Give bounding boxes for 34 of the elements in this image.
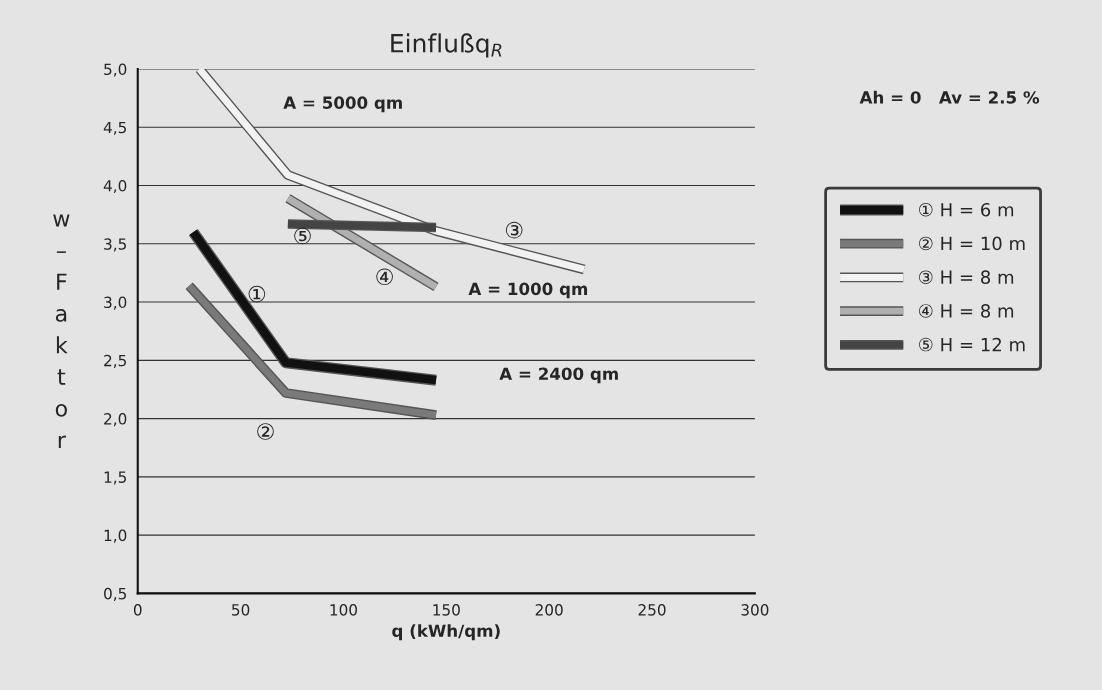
- legend-label: ⑤ H = 12 m: [919, 337, 1025, 352]
- annotation: A = 5000 qm: [283, 96, 402, 113]
- y-tick-label: 3,0: [104, 296, 127, 310]
- x-tick-label: 200: [535, 604, 563, 616]
- x-tick-label: 150: [433, 604, 460, 616]
- annotation: A = 1000 qm: [468, 282, 588, 299]
- legend-label: ④ H = 8 m: [919, 304, 1014, 318]
- legend-label: ③ H = 8 m: [919, 270, 1014, 284]
- y-tick-label: 2,5: [104, 354, 126, 368]
- y-tick-label: 5,0: [104, 63, 127, 77]
- legend-label: ① H = 6 m: [919, 202, 1014, 217]
- x-tick-label: 100: [330, 604, 358, 616]
- annotation: ②: [257, 423, 274, 440]
- annotation: ⑤: [294, 227, 311, 245]
- y-tick-label: 1,0: [104, 529, 127, 543]
- legend-label: ② H = 10 m: [919, 236, 1025, 251]
- x-axis-title: q (kWh/qm): [392, 624, 500, 641]
- annotation: A = 2400 qm: [499, 367, 618, 384]
- y-tick-label: 4,5: [103, 121, 126, 135]
- y-tick-label: 3,5: [104, 238, 126, 252]
- annotation: ③: [505, 221, 523, 239]
- x-tick-label: 50: [232, 604, 250, 616]
- annotation: ④: [376, 268, 393, 286]
- y-tick-label: 1,5: [104, 471, 126, 485]
- annotation: ①: [248, 285, 266, 303]
- y-axis-title: w – Faktor: [53, 214, 70, 449]
- x-tick-label: 0: [133, 604, 142, 616]
- y-tick-label: 0,5: [104, 587, 126, 601]
- text: Ah = 0 Av = 2.5 %: [859, 90, 1040, 104]
- x-tick-label: 300: [741, 604, 769, 616]
- chart-title: Einflußq$_{R}$: [391, 33, 502, 58]
- y-tick-label: 2,0: [104, 413, 127, 427]
- x-tick-label: 250: [638, 604, 666, 616]
- y-tick-label: 4,0: [103, 180, 127, 194]
